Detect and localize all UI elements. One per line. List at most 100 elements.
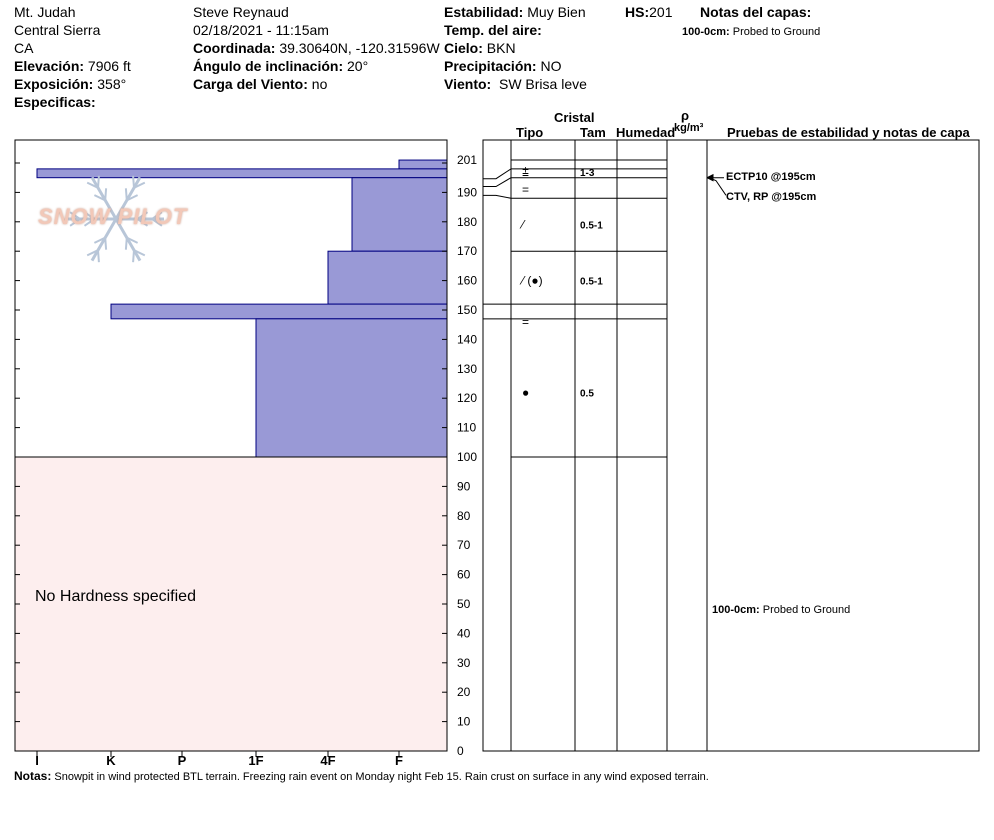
size-header: Tam <box>580 125 606 140</box>
slope: Ángulo de inclinación: 20° <box>193 58 368 74</box>
y-tick-label: 170 <box>457 244 477 258</box>
y-tick-label: 100 <box>457 450 477 464</box>
y-tick-label: 60 <box>457 568 471 582</box>
layer-notes-label: Notas del capas: <box>700 4 812 20</box>
specifics-label: Especificas: <box>14 94 96 110</box>
wind-load-value: no <box>311 76 328 92</box>
elevation-value: 7906 ft <box>87 58 131 74</box>
hardness-frame <box>14 139 448 752</box>
hardness-bar <box>351 177 448 252</box>
aspect: Exposición: 358° <box>14 76 126 92</box>
crystal-type-symbol: ⁄ <box>519 218 526 232</box>
y-tick-label: 130 <box>457 362 477 376</box>
wind: Viento: SW Brisa leve <box>444 76 587 92</box>
wind-value: SW Brisa leve <box>498 76 587 92</box>
aspect-value: 358° <box>97 76 127 92</box>
sky-value: BKN <box>486 40 516 56</box>
y-tick-label: 110 <box>457 421 476 435</box>
crystal-size-label: 0.5-1 <box>580 221 603 232</box>
snowflake-logo-icon <box>68 175 164 263</box>
y-tick-label: 70 <box>457 538 471 552</box>
lower-note-range: 100-0cm: <box>712 604 760 616</box>
lower-note: 100-0cm: Probed to Ground <box>712 602 850 618</box>
datetime: 02/18/2021 - 11:15am <box>193 22 329 38</box>
hardness-tick-label: 1F <box>248 753 263 768</box>
hardness-bar <box>255 318 448 458</box>
sky-label: Cielo: <box>444 40 483 56</box>
rho-header: ρ <box>681 108 690 123</box>
range: Central Sierra <box>14 22 101 38</box>
crystal-size-label: 0.5 <box>580 388 594 399</box>
crystal-type-symbol: ⁄ (●) <box>519 274 543 288</box>
location: Mt. Judah <box>14 4 76 20</box>
layer-note-range: 100-0cm: <box>682 26 730 38</box>
layer-note: 100-0cm: Probed to Ground <box>682 24 820 40</box>
test-1: ECTP10 @195cm <box>726 171 816 183</box>
notes-label: Notas: <box>14 769 52 783</box>
test-2: CTV, RP @195cm <box>726 191 817 203</box>
profile-frame <box>482 139 980 752</box>
no-hardness-label: No Hardness specified <box>35 588 196 605</box>
depth-connector <box>483 194 512 199</box>
hardness-tick-label: 4F <box>320 753 335 768</box>
crystal-size-label: 1-3 <box>580 168 595 179</box>
precipitation: Precipitación: NO <box>444 58 561 74</box>
test-arrow <box>708 177 727 196</box>
crystal-type-symbol: = <box>522 182 529 196</box>
hardness-tick-label: P <box>178 753 187 768</box>
coord-value: 39.30640N, -120.31596W <box>279 40 440 56</box>
crystal-header: Cristal <box>554 110 595 125</box>
stability: Estabilidad: Muy Bien <box>444 4 586 20</box>
crystal-type-symbol: ⩲ <box>522 165 529 179</box>
sky: Cielo: BKN <box>444 40 516 56</box>
observer: Steve Reynaud <box>193 4 289 20</box>
no-hardness-region <box>15 457 447 751</box>
hs-label: HS: <box>625 4 650 20</box>
logo-text: SNOW PILOT <box>38 204 188 229</box>
crystal-size-label: 0.5-1 <box>580 277 603 288</box>
hardness-tick-label: F <box>395 753 403 768</box>
hardness-bar <box>398 159 448 170</box>
hs: HS:201 <box>625 4 672 20</box>
y-tick-label: 201 <box>457 153 477 167</box>
snow-profile-chart: I K P 1F 4F F 201 190 180 170 160 150 140 130 120 110 1… <box>14 139 980 768</box>
hardness-bar <box>110 303 448 320</box>
coordinate: Coordinada: 39.30640N, -120.31596W <box>193 40 440 56</box>
y-tick-label: 120 <box>457 391 477 405</box>
stability-value: Muy Bien <box>527 4 586 20</box>
crystal-type-symbol: ● <box>522 385 529 399</box>
depth-connector <box>483 177 512 188</box>
depth-connector <box>483 168 512 180</box>
hardness-tick-label: I <box>35 753 39 768</box>
y-tick-label: 20 <box>457 685 471 699</box>
precip-value: NO <box>540 58 562 74</box>
elevation: Elevación: 7906 ft <box>14 58 131 74</box>
coord-label: Coordinada: <box>193 40 276 56</box>
y-tick-label: 10 <box>457 715 471 729</box>
tests-header: Pruebas de estabilidad y notas de capa <box>727 125 970 140</box>
precip-label: Precipitación: <box>444 58 537 74</box>
stability-label: Estabilidad: <box>444 4 524 20</box>
air-temp-label: Temp. del aire: <box>444 22 542 38</box>
aspect-label: Exposición: <box>14 76 94 92</box>
lower-note-text: Probed to Ground <box>762 604 851 616</box>
wind-load: Carga del Viento: no <box>193 76 327 92</box>
y-tick-label: 0 <box>457 744 464 758</box>
y-tick-label: 40 <box>457 626 471 640</box>
notes: Notas: Snowpit in wind protected BTL ter… <box>14 768 709 785</box>
hardness-bar <box>327 250 448 305</box>
slope-value: 20° <box>347 58 369 74</box>
hardness-tick-label: K <box>106 753 116 768</box>
elevation-label: Elevación: <box>14 58 85 74</box>
density-unit-header: kg/m³ <box>674 122 704 134</box>
y-tick-label: 160 <box>457 274 477 288</box>
state: CA <box>14 40 34 56</box>
y-tick-label: 90 <box>457 479 471 493</box>
y-tick-label: 150 <box>457 303 477 317</box>
wind-load-label: Carga del Viento: <box>193 76 308 92</box>
type-header: Tipo <box>516 125 544 140</box>
crystal-type-symbol: = <box>522 315 529 329</box>
y-tick-label: 180 <box>457 215 477 229</box>
layer-note-text: Probed to Ground <box>732 26 821 38</box>
y-tick-label: 30 <box>457 656 471 670</box>
